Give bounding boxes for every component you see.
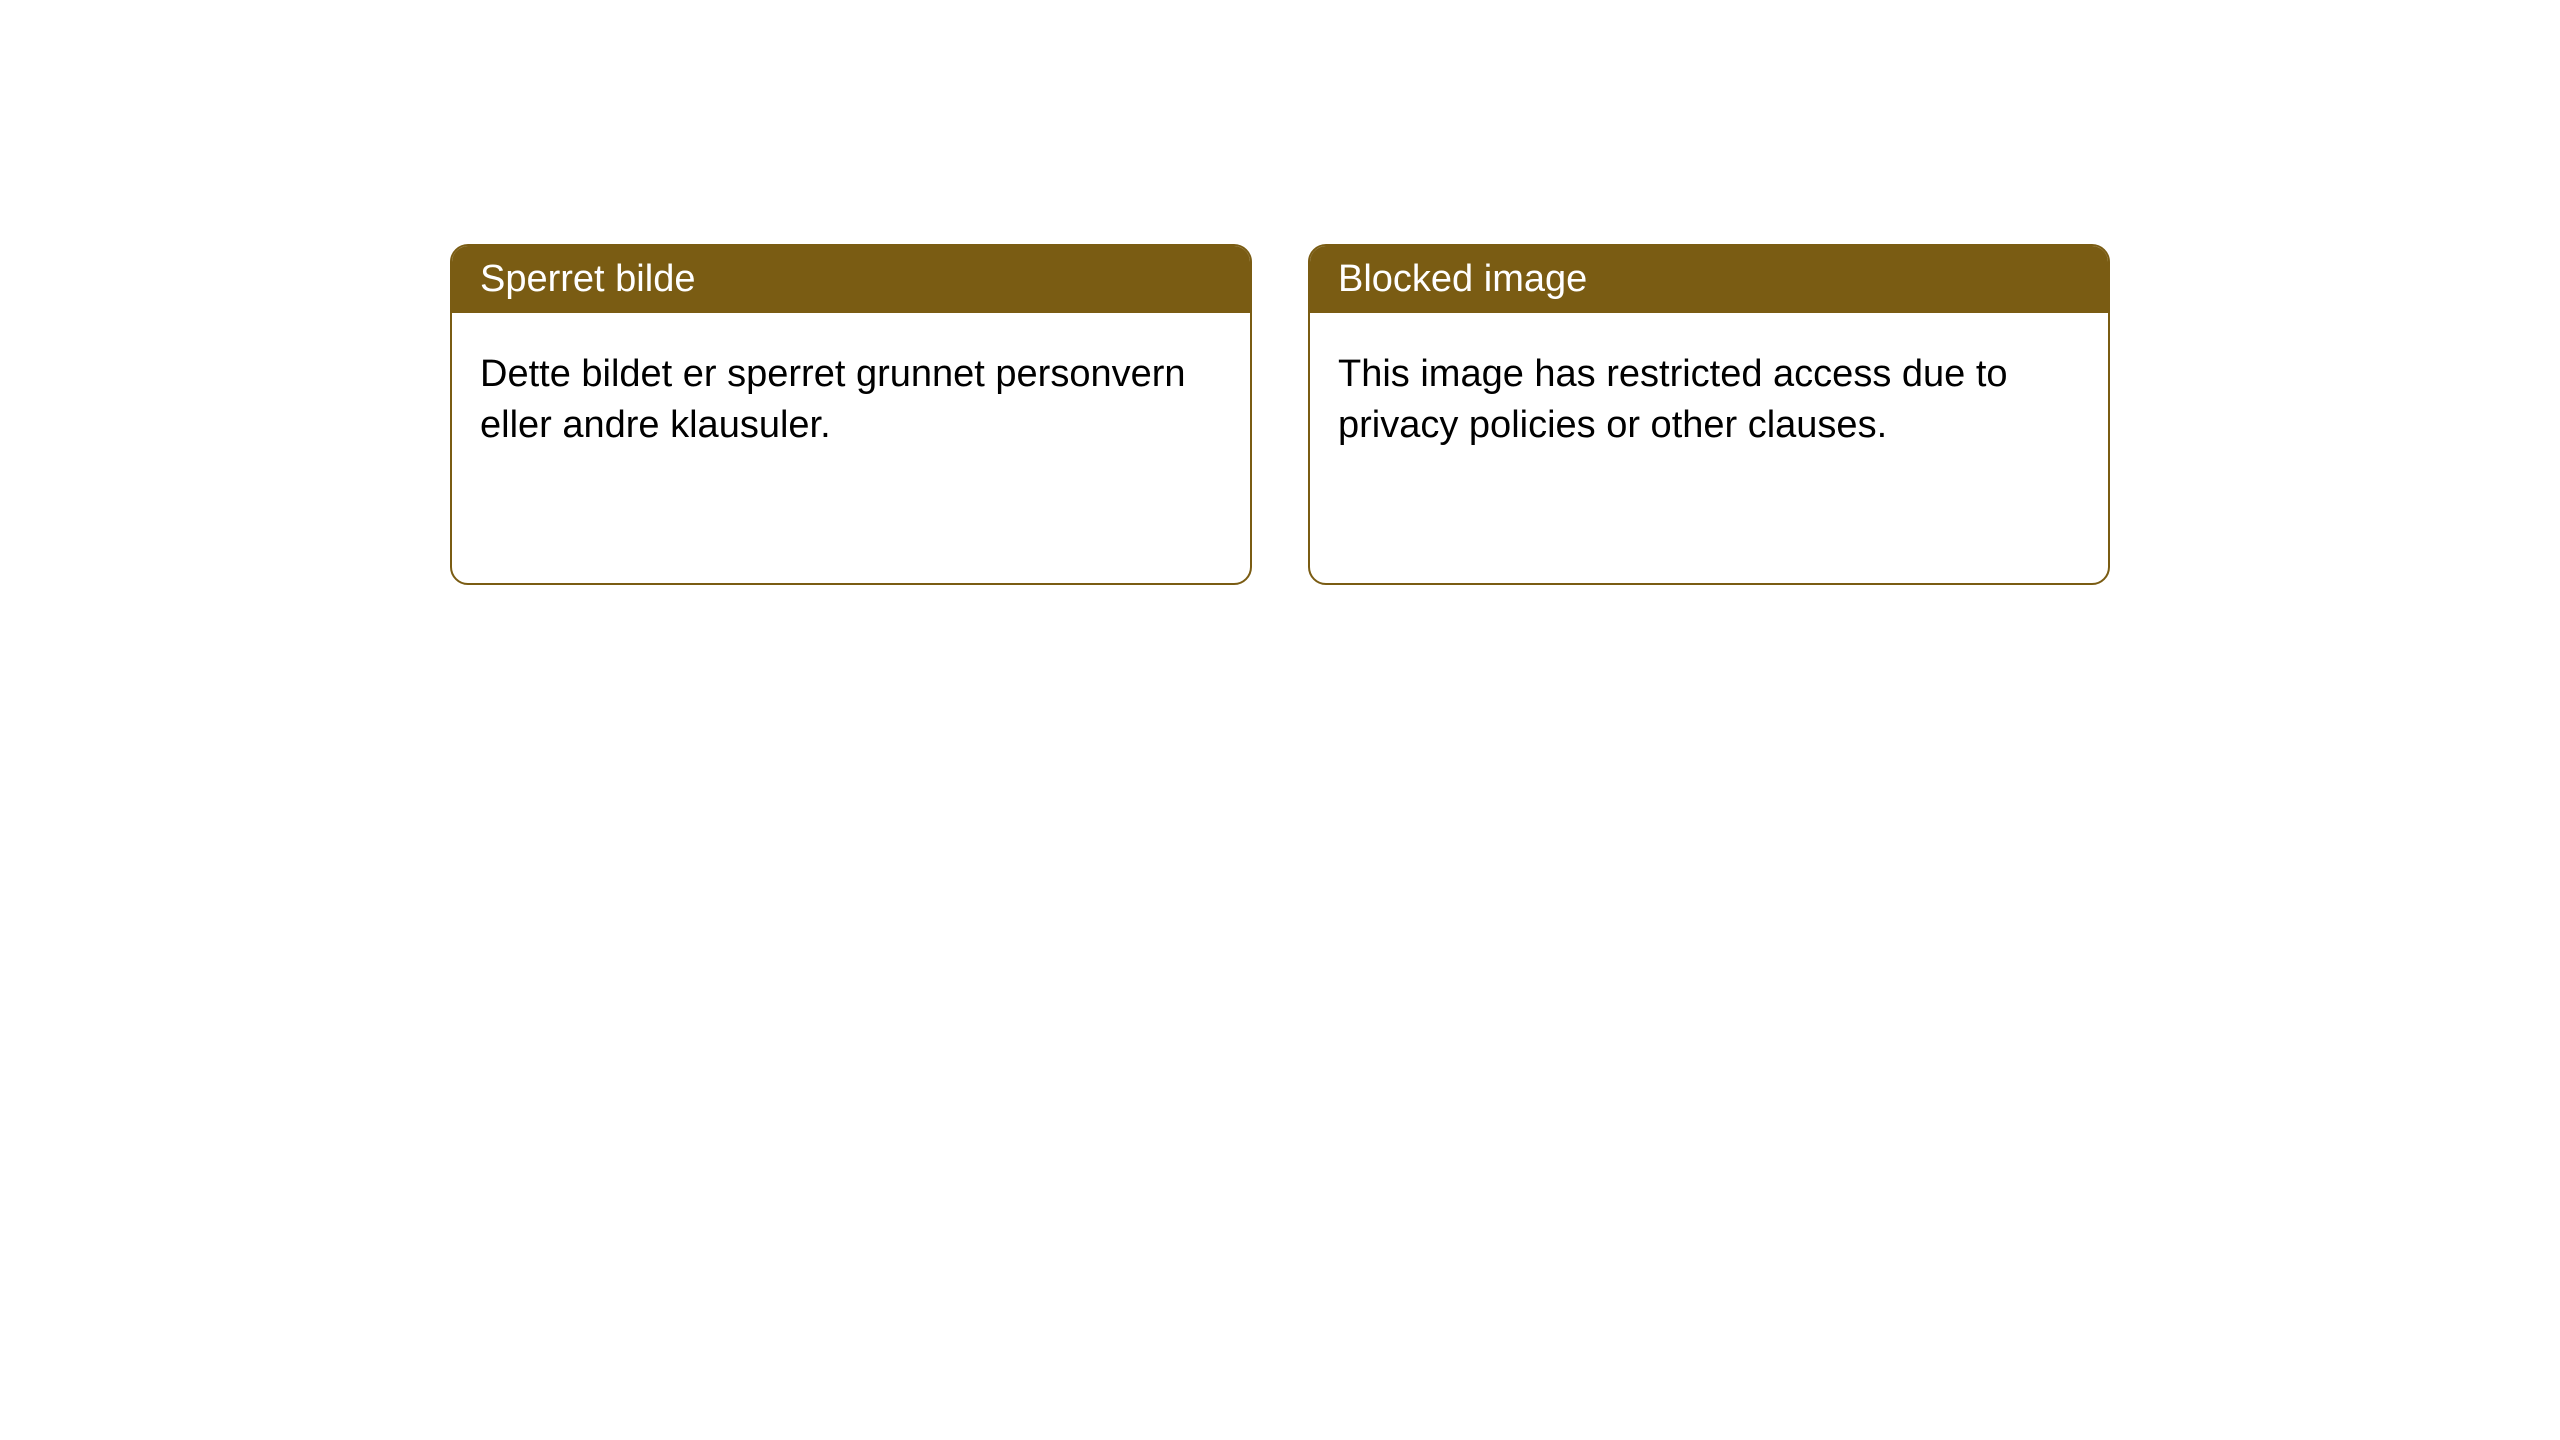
card-body: Dette bildet er sperret grunnet personve… <box>452 313 1250 583</box>
notice-card-norwegian: Sperret bilde Dette bildet er sperret gr… <box>450 244 1252 585</box>
card-body: This image has restricted access due to … <box>1310 313 2108 583</box>
notice-cards-container: Sperret bilde Dette bildet er sperret gr… <box>0 0 2560 585</box>
card-header: Blocked image <box>1310 246 2108 313</box>
notice-card-english: Blocked image This image has restricted … <box>1308 244 2110 585</box>
card-header: Sperret bilde <box>452 246 1250 313</box>
